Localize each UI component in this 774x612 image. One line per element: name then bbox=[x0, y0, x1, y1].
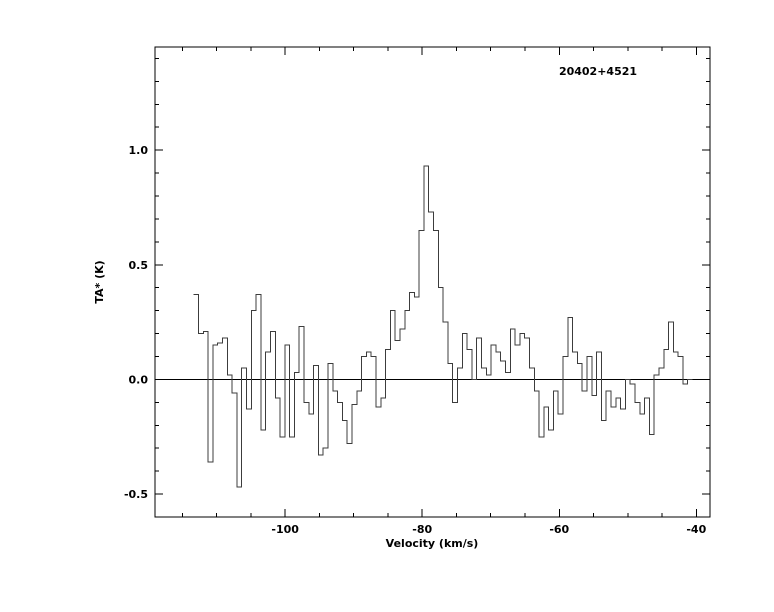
y-axis-ticks bbox=[155, 57, 710, 495]
x-axis-ticks bbox=[181, 47, 697, 517]
y-tick-label: -0.5 bbox=[124, 488, 148, 501]
y-tick-labels: -0.5 0.0 0.5 1.0 bbox=[124, 144, 148, 501]
x-axis-label: Velocity (km/s) bbox=[386, 537, 479, 550]
y-tick-label: 0.5 bbox=[129, 259, 149, 272]
x-tick-label: -80 bbox=[412, 523, 432, 536]
y-axis-label: TA* (K) bbox=[93, 260, 106, 303]
x-tick-label: -60 bbox=[549, 523, 569, 536]
x-tick-label: -40 bbox=[686, 523, 706, 536]
y-tick-label: 1.0 bbox=[129, 144, 149, 157]
source-name-label: 20402+4521 bbox=[559, 65, 637, 78]
plot-frame bbox=[154, 46, 711, 518]
spectrum-step-line bbox=[193, 165, 693, 488]
x-tick-labels: -100 -80 -60 -40 bbox=[271, 523, 706, 536]
x-tick-label: -100 bbox=[271, 523, 299, 536]
y-tick-label: 0.0 bbox=[129, 373, 149, 386]
